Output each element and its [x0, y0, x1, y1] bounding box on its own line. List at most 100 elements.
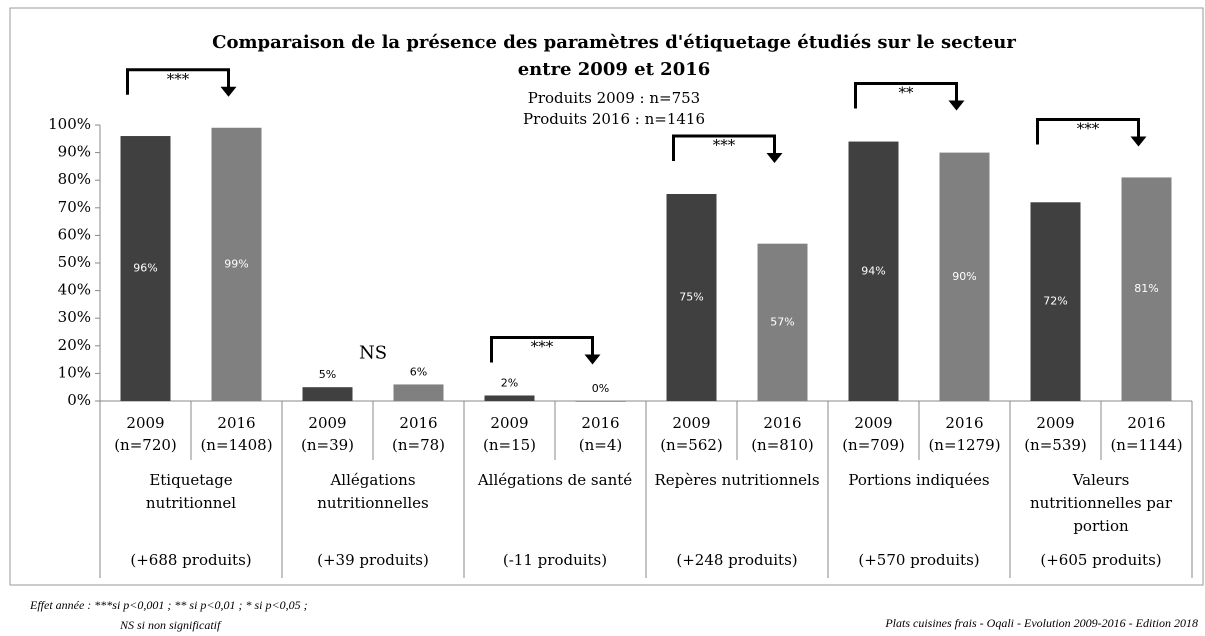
group-label: Allégations de santé	[477, 471, 632, 489]
footnote: NS si non significatif	[119, 618, 222, 632]
chart-title: entre 2009 et 2016	[518, 59, 711, 80]
x-tick-label: (n=78)	[392, 436, 445, 454]
significance-label: **	[899, 84, 915, 102]
group-note: (+688 produits)	[130, 551, 251, 569]
y-tick-label: 10%	[58, 363, 91, 381]
x-tick-label: (n=1279)	[928, 436, 1000, 454]
x-tick-label: 2016	[581, 414, 619, 432]
data-label: 96%	[133, 262, 157, 275]
significance-label: ***	[1077, 119, 1100, 137]
significance-bracket	[490, 335, 594, 363]
x-tick-label: 2016	[1127, 414, 1165, 432]
x-tick-label: 2009	[1036, 414, 1074, 432]
x-tick-label: (n=720)	[114, 436, 177, 454]
data-label: 72%	[1043, 295, 1067, 308]
y-tick-label: 100%	[48, 115, 91, 133]
group-label: Etiquetage	[149, 471, 232, 489]
bar	[120, 136, 171, 402]
subtitle: Produits 2016 : n=1416	[523, 110, 705, 128]
bar	[484, 395, 535, 401]
group-label: Valeurs	[1072, 471, 1130, 489]
significance-bracket	[672, 134, 776, 161]
data-label: 81%	[1134, 282, 1158, 295]
x-tick-label: 2016	[945, 414, 983, 432]
x-tick-label: (n=562)	[660, 436, 723, 454]
data-label: 6%	[410, 365, 427, 378]
x-tick-label: 2009	[672, 414, 710, 432]
significance-label: ***	[531, 337, 554, 355]
y-tick-label: 70%	[58, 198, 91, 216]
chart-title: Comparaison de la présence des paramètre…	[212, 32, 1016, 53]
bar	[211, 127, 262, 401]
footnote: Effet année : ***si p<0,001 ; ** si p<0,…	[29, 598, 308, 612]
arrow-head	[766, 153, 783, 163]
x-tick-label: 2016	[763, 414, 801, 432]
group-note: (+605 produits)	[1040, 551, 1161, 569]
bar	[302, 387, 353, 401]
significance-label: ***	[713, 136, 736, 154]
y-tick-label: 30%	[58, 308, 91, 326]
bar	[939, 152, 990, 401]
x-tick-label: (n=15)	[483, 436, 536, 454]
x-tick-label: 2009	[490, 414, 528, 432]
y-tick-label: 40%	[58, 281, 91, 299]
y-tick-label: 20%	[58, 336, 91, 354]
group-note: (+39 produits)	[317, 551, 429, 569]
y-tick-label: 0%	[67, 391, 91, 409]
x-tick-label: 2016	[399, 414, 437, 432]
arrow-head	[220, 86, 237, 97]
data-label: 5%	[319, 368, 336, 381]
group-label: Repères nutritionnels	[654, 471, 819, 489]
subtitle: Produits 2009 : n=753	[528, 89, 700, 107]
x-tick-label: 2009	[854, 414, 892, 432]
significance-bracket	[1036, 117, 1140, 145]
arrow-head	[584, 354, 601, 365]
y-tick-label: 60%	[58, 225, 91, 243]
group-note: (+248 produits)	[676, 551, 797, 569]
group-label: portion	[1073, 517, 1129, 535]
group-label: Allégations	[329, 471, 415, 489]
group-label: nutritionnel	[146, 494, 236, 512]
x-tick-label: (n=4)	[579, 436, 622, 454]
x-tick-label: 2009	[308, 414, 346, 432]
x-tick-label: (n=1144)	[1110, 436, 1182, 454]
group-note: (+570 produits)	[858, 551, 979, 569]
data-label: 75%	[679, 291, 703, 304]
group-label: nutritionnelles	[317, 494, 429, 512]
significance-label: ***	[167, 70, 190, 88]
data-label: 0%	[592, 382, 609, 395]
data-label: 2%	[501, 376, 518, 389]
bar	[1030, 202, 1081, 401]
arrow-head	[948, 100, 965, 111]
y-tick-label: 90%	[58, 143, 91, 161]
x-tick-label: 2009	[126, 414, 164, 432]
chart-border	[9, 7, 1204, 586]
data-label: 94%	[861, 264, 885, 277]
bar	[575, 401, 626, 402]
group-label: nutritionnelles par	[1030, 494, 1173, 512]
data-label: 99%	[224, 257, 248, 270]
y-tick-label: 80%	[58, 170, 91, 188]
data-label: 90%	[952, 270, 976, 283]
data-label: 57%	[770, 315, 794, 328]
x-tick-label: 2016	[217, 414, 255, 432]
bar	[1121, 177, 1172, 401]
bar	[757, 243, 808, 401]
significance-bracket	[854, 82, 958, 109]
significance-bracket	[126, 68, 230, 95]
arrow-head	[1130, 136, 1147, 147]
source: Plats cuisines frais - Oqali - Evolution…	[884, 616, 1198, 630]
x-tick-label: (n=39)	[301, 436, 354, 454]
bar	[666, 194, 717, 401]
x-tick-label: (n=709)	[842, 436, 905, 454]
group-note: (-11 produits)	[503, 551, 607, 569]
y-tick-label: 50%	[58, 253, 91, 271]
bar	[848, 141, 899, 401]
x-tick-label: (n=810)	[751, 436, 814, 454]
bar	[393, 384, 444, 401]
group-label: Portions indiquées	[848, 471, 989, 489]
x-tick-label: (n=539)	[1024, 436, 1087, 454]
significance-label: NS	[359, 342, 387, 363]
x-tick-label: (n=1408)	[200, 436, 272, 454]
